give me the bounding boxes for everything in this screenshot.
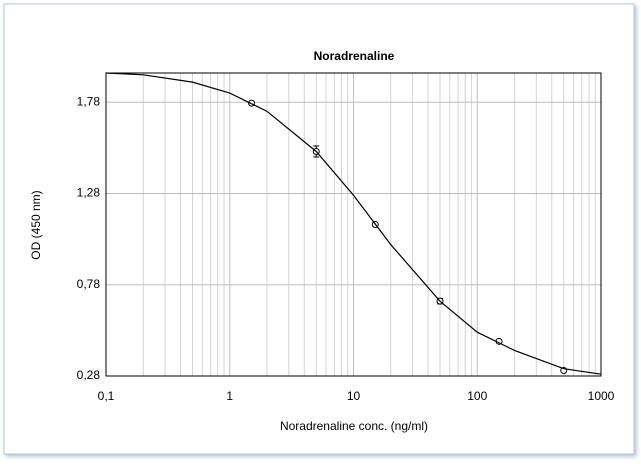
x-tick-label: 1 <box>226 389 233 403</box>
chart-title: Noradrenaline <box>314 49 395 63</box>
y-tick-label: 0,78 <box>77 277 101 291</box>
y-tick-label: 1,78 <box>77 94 101 108</box>
x-tick-label: 0,1 <box>98 389 115 403</box>
x-tick-label: 1000 <box>588 389 615 403</box>
y-tick-label: 1,28 <box>77 186 101 200</box>
x-tick-label: 10 <box>347 389 361 403</box>
y-tick-label: 0,28 <box>77 368 101 382</box>
frame <box>3 3 635 455</box>
y-axis-label: OD (450 nm) <box>29 190 43 259</box>
x-axis-label: Noradrenaline conc. (ng/ml) <box>280 419 428 433</box>
x-tick-label: 100 <box>467 389 487 403</box>
plot-frame <box>105 72 602 377</box>
fit-curve <box>105 72 602 375</box>
